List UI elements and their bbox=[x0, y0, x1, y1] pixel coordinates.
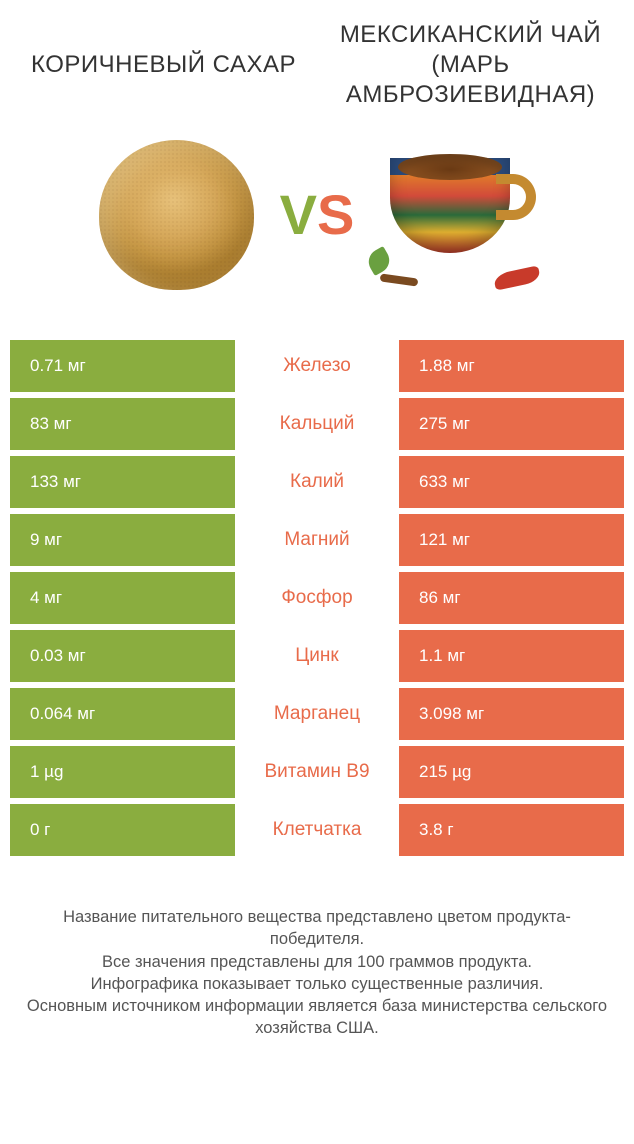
left-product-image bbox=[92, 130, 262, 300]
right-value: 1.1 мг bbox=[399, 630, 624, 682]
vs-letter-s: S bbox=[317, 187, 354, 243]
footer-notes: Название питательного вещества представл… bbox=[10, 906, 624, 1040]
footer-line: Все значения представлены для 100 граммо… bbox=[22, 951, 612, 973]
right-value: 215 µg bbox=[399, 746, 624, 798]
table-row: 1 µgВитамин B9215 µg bbox=[10, 746, 624, 798]
nutrient-label: Марганец bbox=[235, 688, 399, 740]
table-row: 133 мгКалий633 мг bbox=[10, 456, 624, 508]
nutrient-label: Железо bbox=[235, 340, 399, 392]
table-row: 0.064 мгМарганец3.098 мг bbox=[10, 688, 624, 740]
nutrient-label: Кальций bbox=[235, 398, 399, 450]
right-value: 121 мг bbox=[399, 514, 624, 566]
footer-line: Название питательного вещества представл… bbox=[22, 906, 612, 951]
table-row: 83 мгКальций275 мг bbox=[10, 398, 624, 450]
nutrient-label: Фосфор bbox=[235, 572, 399, 624]
images-row: V S bbox=[10, 130, 624, 300]
teacup-icon bbox=[372, 140, 542, 290]
left-value: 0.064 мг bbox=[10, 688, 235, 740]
right-product-image bbox=[372, 130, 542, 300]
nutrient-label: Витамин B9 bbox=[235, 746, 399, 798]
nutrient-label: Калий bbox=[235, 456, 399, 508]
left-product-title: Коричневый сахар bbox=[10, 50, 317, 80]
titles-row: Коричневый сахар Мексиканский чай (марь … bbox=[10, 20, 624, 110]
right-product-title: Мексиканский чай (марь амброзиевидная) bbox=[317, 20, 624, 110]
table-row: 0.71 мгЖелезо1.88 мг bbox=[10, 340, 624, 392]
footer-line: Основным источником информации является … bbox=[22, 995, 612, 1040]
infographic: Коричневый сахар Мексиканский чай (марь … bbox=[0, 0, 634, 1070]
left-value: 133 мг bbox=[10, 456, 235, 508]
nutrient-label: Магний bbox=[235, 514, 399, 566]
left-value: 1 µg bbox=[10, 746, 235, 798]
table-row: 9 мгМагний121 мг bbox=[10, 514, 624, 566]
right-value: 1.88 мг bbox=[399, 340, 624, 392]
vs-letter-v: V bbox=[280, 187, 317, 243]
table-row: 0 гКлетчатка3.8 г bbox=[10, 804, 624, 856]
right-value: 3.098 мг bbox=[399, 688, 624, 740]
footer-line: Инфографика показывает только существенн… bbox=[22, 973, 612, 995]
right-value: 3.8 г bbox=[399, 804, 624, 856]
left-value: 83 мг bbox=[10, 398, 235, 450]
right-value: 86 мг bbox=[399, 572, 624, 624]
table-row: 0.03 мгЦинк1.1 мг bbox=[10, 630, 624, 682]
right-value: 633 мг bbox=[399, 456, 624, 508]
left-value: 0.71 мг bbox=[10, 340, 235, 392]
comparison-table: 0.71 мгЖелезо1.88 мг 83 мгКальций275 мг 13… bbox=[10, 340, 624, 856]
brown-sugar-icon bbox=[99, 140, 254, 290]
table-row: 4 мгФосфор86 мг bbox=[10, 572, 624, 624]
left-value: 9 мг bbox=[10, 514, 235, 566]
right-value: 275 мг bbox=[399, 398, 624, 450]
left-value: 0 г bbox=[10, 804, 235, 856]
vs-label: V S bbox=[280, 187, 355, 243]
nutrient-label: Цинк bbox=[235, 630, 399, 682]
nutrient-label: Клетчатка bbox=[235, 804, 399, 856]
left-value: 4 мг bbox=[10, 572, 235, 624]
left-value: 0.03 мг bbox=[10, 630, 235, 682]
